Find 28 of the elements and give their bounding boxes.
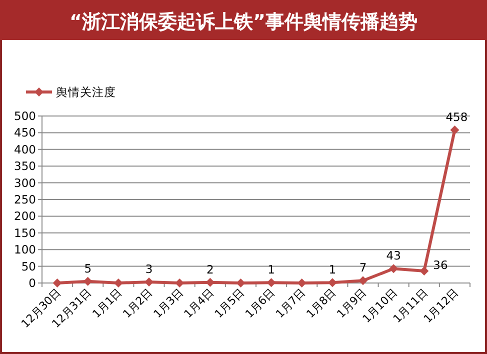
point [358, 276, 368, 286]
data-label: 458 [446, 110, 468, 124]
y-tick-label: 100 [14, 242, 36, 257]
y-tick-label: 200 [14, 209, 36, 224]
data-label: 3 [145, 262, 153, 276]
title: “浙江消保委起诉上铁”事件舆情传播趋势 [70, 11, 418, 33]
point [450, 126, 460, 135]
y-tick-label: 250 [14, 192, 36, 206]
data-label: 1 [268, 262, 275, 277]
y-tick-label: 450 [14, 126, 36, 140]
data-label: 43 [386, 248, 401, 263]
data-label: 36 [433, 258, 448, 272]
y-tick-label: 500 [14, 109, 36, 123]
y-tick-label: 50 [21, 259, 36, 274]
point [420, 266, 429, 276]
data-label: 5 [84, 261, 92, 276]
y-tick-label: 300 [14, 176, 36, 190]
y-tick-label: 0 [28, 276, 36, 290]
point [52, 278, 62, 288]
y-tick-label: 150 [14, 226, 36, 240]
legend-label: 舆情关注度 [56, 85, 116, 99]
point [144, 278, 154, 286]
data-label: 7 [359, 260, 367, 275]
legend: 舆情关注度 [26, 85, 116, 99]
y-tick-label: 350 [14, 159, 36, 174]
data-label: 1 [328, 262, 336, 277]
y-tick-label: 400 [14, 142, 36, 156]
data-label: 2 [206, 262, 214, 276]
